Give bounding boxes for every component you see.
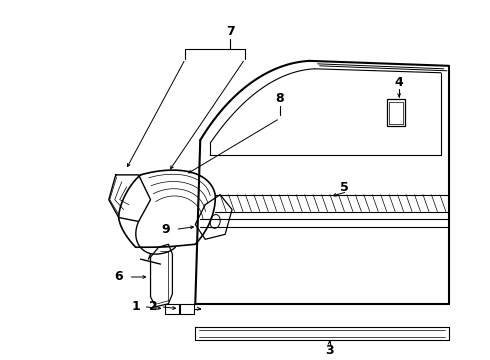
Text: 7: 7 xyxy=(226,24,234,38)
Text: 9: 9 xyxy=(161,223,170,236)
Text: 6: 6 xyxy=(114,270,123,283)
Text: 2: 2 xyxy=(149,300,158,313)
Text: 1: 1 xyxy=(131,300,140,313)
Text: 5: 5 xyxy=(340,181,349,194)
Text: 8: 8 xyxy=(275,92,284,105)
Bar xyxy=(180,304,195,314)
Bar xyxy=(387,99,405,126)
Text: 4: 4 xyxy=(395,76,403,89)
Text: 3: 3 xyxy=(325,344,334,357)
Bar xyxy=(166,304,179,314)
